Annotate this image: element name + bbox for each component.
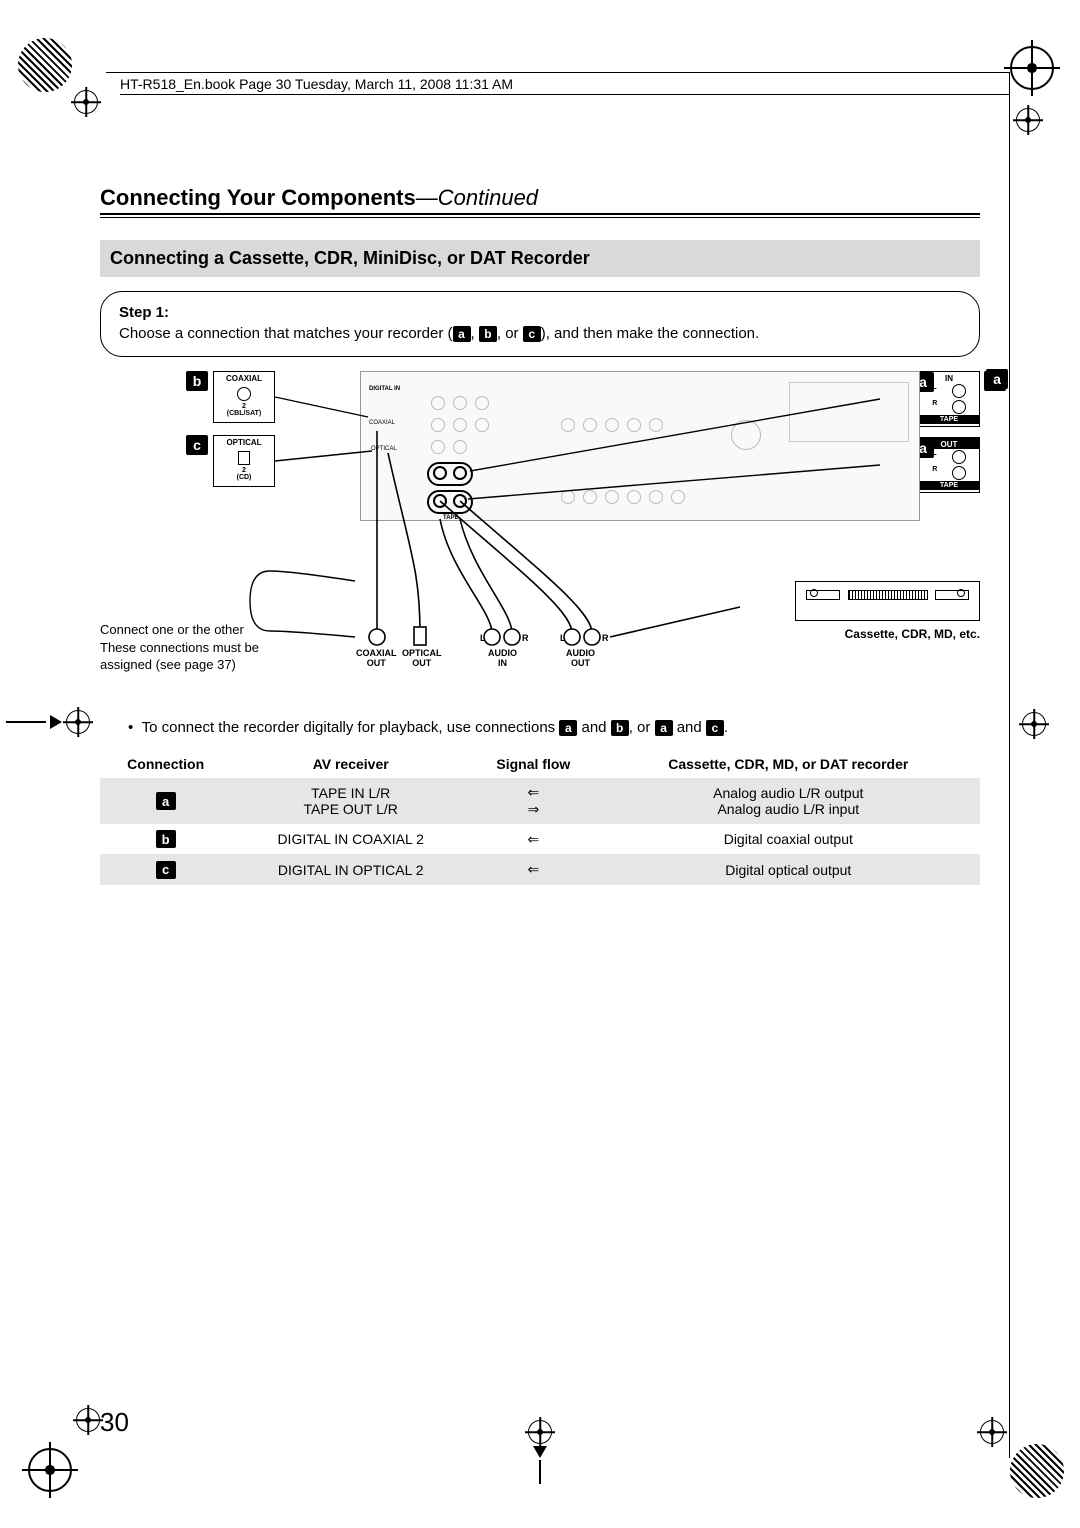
svg-text:L: L	[560, 633, 566, 643]
row-receiver: DIGITAL IN COAXIAL 2	[231, 824, 470, 854]
diagram-note: Connect one or the other These connectio…	[100, 621, 300, 674]
reg-mark-bl	[28, 1448, 72, 1492]
bullet-tag-c: c	[706, 720, 724, 736]
section-title: Connecting Your Components—Continued	[100, 185, 980, 211]
page-content: Connecting Your Components—Continued Con…	[70, 135, 1010, 885]
bullet-before: To connect the recorder digitally for pl…	[142, 719, 560, 736]
row-flow: ⇐ ⇒	[470, 778, 597, 824]
row-recorder: Digital coaxial output	[597, 824, 980, 854]
th-connection: Connection	[100, 750, 231, 778]
th-flow: Signal flow	[470, 750, 597, 778]
row-tag: b	[156, 830, 176, 848]
note-line1: Connect one or the other	[100, 621, 300, 639]
reg-mark-tr	[1010, 46, 1054, 90]
row-tag: c	[156, 861, 176, 879]
label-audio-out: AUDIO OUT	[566, 649, 595, 669]
bullet-and1: and	[577, 719, 610, 736]
svg-text:R: R	[522, 633, 529, 643]
note-line3: assigned (see page 37)	[100, 656, 300, 674]
title-continued: —Continued	[416, 185, 538, 210]
bullet-tag-a2: a	[655, 720, 673, 736]
title-underline	[100, 213, 980, 218]
step-text-mid1: ,	[471, 325, 479, 342]
bullet-line: • To connect the recorder digitally for …	[128, 719, 980, 736]
connection-table: Connection AV receiver Signal flow Casse…	[100, 750, 980, 885]
reg-mark-br	[1010, 1444, 1064, 1498]
row-receiver: DIGITAL IN OPTICAL 2	[231, 854, 470, 884]
label-coax-out: COAXIAL OUT	[356, 649, 397, 669]
row-recorder: Analog audio L/R output Analog audio L/R…	[597, 778, 980, 824]
step-text: Choose a connection that matches your re…	[119, 325, 961, 342]
row-flow: ⇐	[470, 854, 597, 884]
table-row: a TAPE IN L/R TAPE OUT L/R⇐ ⇒Analog audio…	[100, 778, 980, 824]
bullet-tag-b: b	[611, 720, 629, 736]
svg-text:R: R	[602, 633, 609, 643]
row-tag: a	[156, 792, 176, 810]
step-box: Step 1: Choose a connection that matches…	[100, 291, 980, 357]
row-flow: ⇐	[470, 824, 597, 854]
step-text-before: Choose a connection that matches your re…	[119, 325, 453, 342]
gray-heading: Connecting a Cassette, CDR, MiniDisc, or…	[100, 240, 980, 277]
note-line2: These connections must be	[100, 639, 300, 657]
label-opt-out: OPTICAL OUT	[402, 649, 442, 669]
step-label: Step 1:	[119, 304, 961, 321]
tag-a-in2: a	[986, 369, 1008, 389]
bullet-tag-a1: a	[559, 720, 577, 736]
small-reg-right	[1022, 712, 1046, 736]
table-row: b DIGITAL IN COAXIAL 2⇐Digital coaxial ou…	[100, 824, 980, 854]
svg-text:L: L	[480, 633, 486, 643]
bullet-and2: and	[673, 719, 706, 736]
tag-b-inline: b	[479, 326, 497, 342]
bullet-or: , or	[629, 719, 655, 736]
connection-diagram: COAXIAL 2 (CBL/SAT) b OPTICAL 2 (CD) c I…	[100, 371, 980, 701]
tag-a-inline: a	[453, 326, 471, 342]
label-audio-in: AUDIO IN	[488, 649, 517, 669]
page-number: 30	[100, 1407, 129, 1438]
row-recorder: Digital optical output	[597, 854, 980, 884]
reg-mark-tl	[18, 38, 72, 92]
row-receiver: TAPE IN L/R TAPE OUT L/R	[231, 778, 470, 824]
th-recorder: Cassette, CDR, MD, or DAT recorder	[597, 750, 980, 778]
recorder-label: Cassette, CDR, MD, etc.	[845, 627, 980, 641]
recorder-box	[795, 581, 980, 621]
bullet-period: .	[724, 719, 728, 736]
small-reg-tr-inner	[1016, 108, 1040, 132]
step-text-after: ), and then make the connection.	[541, 325, 759, 342]
tag-c-inline: c	[523, 326, 541, 342]
header-info: HT-R518_En.book Page 30 Tuesday, March 1…	[120, 76, 1010, 95]
step-text-mid2: , or	[497, 325, 523, 342]
page-frame: HT-R518_En.book Page 30 Tuesday, March 1…	[70, 70, 1010, 1458]
table-row: c DIGITAL IN OPTICAL 2⇐Digital optical ou…	[100, 854, 980, 884]
title-main: Connecting Your Components	[100, 185, 416, 210]
th-receiver: AV receiver	[231, 750, 470, 778]
